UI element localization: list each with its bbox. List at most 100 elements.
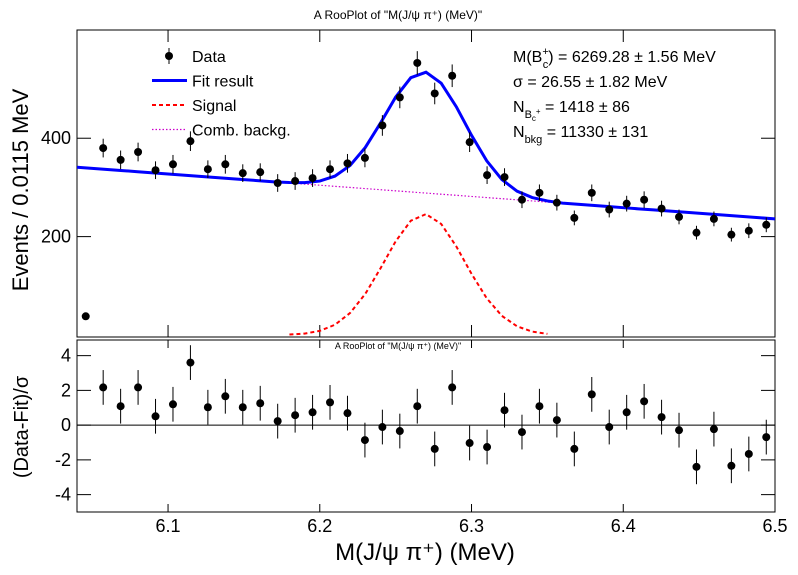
data-point: [343, 159, 352, 168]
data-point: [326, 165, 335, 174]
data-point: [744, 449, 753, 458]
data-point: [517, 428, 526, 437]
legend-marker: [165, 52, 173, 60]
data-point: [395, 93, 404, 102]
data-point: [378, 121, 387, 130]
chart-title: A RooPlot of "M(J/ψ π⁺) (MeV)": [314, 8, 482, 22]
data-point: [81, 312, 90, 321]
data-point: [256, 168, 265, 177]
annotation-part: σ = 26.55 ± 1.82 MeV: [513, 74, 668, 91]
data-point: [134, 148, 143, 156]
annotation-part: M(B: [513, 49, 542, 66]
data-point: [448, 71, 457, 80]
data-point: [605, 423, 614, 432]
data-point: [221, 392, 230, 401]
data-point: [116, 402, 125, 411]
annotation: M(B+ c) = 6269.28 ± 1.56 MeV: [513, 46, 716, 71]
data-point: [448, 383, 457, 392]
plot-area: [77, 345, 775, 485]
data-point: [483, 443, 492, 452]
data-point: [640, 195, 649, 204]
data-point: [308, 174, 317, 183]
data-point: [343, 409, 352, 418]
panel-title: A RooPlot of "M(J/ψ π⁺) (MeV)": [335, 341, 461, 351]
data-point: [168, 400, 177, 409]
x-tick-label: 6.4: [611, 516, 636, 536]
plot-frame: [76, 29, 776, 338]
data-point: [308, 408, 317, 417]
data-point: [168, 160, 177, 169]
data-point: [238, 403, 247, 412]
y-tick-label: 200: [41, 227, 71, 247]
data-point: [151, 412, 160, 421]
data-point: [465, 439, 474, 448]
data-point: [413, 402, 422, 411]
data-point: [238, 169, 247, 178]
data-point: [360, 153, 369, 162]
data-point: [709, 214, 718, 223]
data-point: [727, 230, 736, 239]
data-point: [762, 433, 771, 442]
data-point: [430, 89, 439, 98]
y-axis-label: Events / 0.0115 MeV: [8, 88, 33, 291]
y-tick-label: 2: [61, 380, 71, 400]
plot-area: [77, 51, 775, 336]
legend-label: Signal: [192, 98, 236, 115]
annotation: σ = 26.55 ± 1.82 MeV: [513, 74, 668, 91]
data-point: [587, 390, 596, 399]
data-point: [99, 383, 108, 392]
y-tick-label: -2: [55, 450, 71, 470]
data-point: [465, 138, 474, 147]
data-point: [622, 199, 631, 208]
data-point: [203, 165, 212, 174]
annotation: NBc+ = 1418 ± 86: [513, 99, 630, 123]
annotation-part: c: [543, 59, 549, 71]
data-point: [622, 408, 631, 417]
data-point: [273, 417, 282, 426]
data-point: [675, 212, 684, 221]
y-tick-label: 400: [41, 128, 71, 148]
data-point: [483, 171, 492, 180]
annotation-part: N: [513, 124, 525, 141]
data-point: [570, 444, 579, 453]
legend-label: Fit result: [192, 74, 254, 91]
annotation-part: +: [536, 107, 541, 116]
x-tick-label: 6.2: [307, 516, 332, 536]
data-point: [744, 226, 753, 235]
data-point: [186, 358, 195, 367]
data-point: [378, 423, 387, 432]
data-point: [413, 58, 422, 67]
fit-curve: [289, 212, 548, 336]
data-point: [657, 413, 666, 422]
x-tick-label: 6.1: [156, 516, 181, 536]
data-point: [762, 220, 771, 229]
data-point: [692, 462, 701, 471]
data-point: [116, 155, 125, 164]
data-point: [552, 198, 561, 207]
data-point: [535, 402, 544, 411]
data-point: [273, 178, 282, 187]
data-point: [605, 205, 614, 214]
data-point: [535, 188, 544, 197]
data-point: [500, 173, 509, 182]
y-tick-label: 4: [61, 346, 71, 366]
data-point: [291, 177, 300, 186]
plot-frame: [76, 339, 776, 513]
annotation-part: = 1418 ± 86: [541, 99, 630, 116]
y-tick-label: 0: [61, 415, 71, 435]
data-point: [587, 188, 596, 197]
data-point: [151, 166, 160, 175]
data-point: [430, 444, 439, 453]
annotation: Nbkg = 11330 ± 131: [513, 124, 648, 146]
data-point: [657, 204, 666, 213]
x-tick-label: 6.5: [762, 516, 787, 536]
data-point: [709, 425, 718, 434]
annotation-part: N: [513, 99, 525, 116]
data-point: [517, 195, 526, 204]
data-point: [186, 137, 195, 146]
data-point: [395, 427, 404, 436]
data-point: [552, 416, 561, 425]
data-point: [500, 406, 509, 415]
y-tick-label: -4: [55, 485, 71, 505]
